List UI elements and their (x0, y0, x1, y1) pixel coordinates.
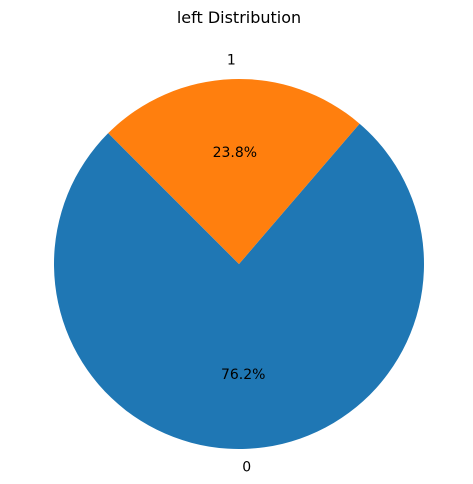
slice-label-1: 1 (227, 53, 236, 69)
slice-label-0: 0 (242, 459, 251, 475)
slice-percent-1: 23.8% (213, 145, 257, 161)
chart-title: left Distribution (177, 8, 301, 27)
slice-percent-0: 76.2% (221, 367, 265, 383)
pie-labels: 0 76.2% 1 23.8% (213, 53, 266, 476)
pie-slice-0 (53, 123, 424, 449)
pie-slice-1 (108, 78, 360, 264)
pie-slices (53, 78, 424, 449)
